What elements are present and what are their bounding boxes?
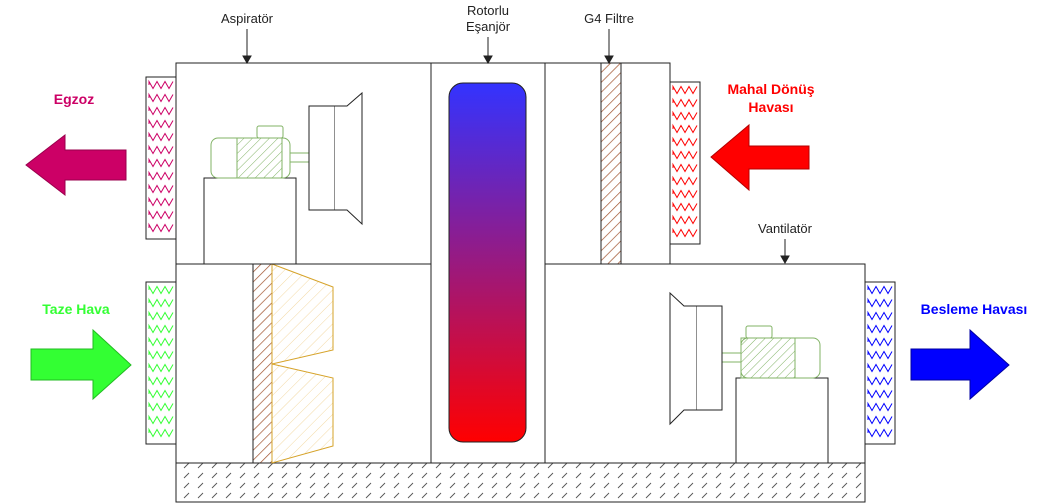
damper-blade [148,222,174,233]
damper-blade [672,188,698,199]
return-damper [669,81,701,245]
damper-frame [145,281,177,445]
damper-blade [148,323,174,334]
damper-blade [148,209,174,220]
damper-blade [867,362,893,373]
rotary-exchanger-wheel [448,82,527,443]
damper-blade [148,297,174,308]
damper-blade [148,79,174,90]
damper-blade [148,375,174,386]
damper-blade [672,149,698,160]
supply-damper [864,281,896,445]
return-label-line1: Mahal Dönüş [727,81,814,97]
damper-blade [148,388,174,399]
damper-blade [148,336,174,347]
supply-label: Besleme Havası [921,301,1028,317]
exhaust-fan-assembly [203,91,363,265]
return-label-line2: Havası [748,99,793,115]
damper-blade [672,201,698,212]
damper-blade [672,136,698,147]
damper-blade [672,162,698,173]
damper-blade [867,310,893,321]
damper-frame [864,281,896,445]
damper-blade [148,427,174,438]
damper-blade [867,388,893,399]
fresh-air-arrow [30,328,132,401]
g4-filter-label: G4 Filtre [584,11,634,26]
exhaust-fan-housing [308,105,336,211]
damper-blade [672,84,698,95]
damper-blade [148,92,174,103]
damper-frame [145,76,177,240]
damper-blade [867,401,893,412]
base-frame [175,462,866,503]
damper-blade [148,310,174,321]
damper-blade [867,375,893,386]
damper-blade [867,336,893,347]
damper-blade [148,349,174,360]
damper-blade [672,123,698,134]
damper-blade [148,183,174,194]
damper-blade [148,105,174,116]
damper-blade [148,362,174,373]
aspirator-label: Aspiratör [221,11,274,26]
damper-blade [148,144,174,155]
exchanger-label-line1: Rotorlu [467,3,509,18]
damper-blade [148,414,174,425]
damper-blade [867,297,893,308]
fresh-damper [145,281,177,445]
exhaust-damper [145,76,177,240]
fan-label: Vantilatör [758,221,813,236]
fresh-air-prefilter [252,263,273,464]
damper-blade [672,227,698,238]
damper-blade [867,323,893,334]
damper-blade [867,284,893,295]
damper-blade [148,131,174,142]
supply-fan-assembly [669,291,829,464]
damper-blade [148,196,174,207]
exhaust-label: Egzoz [54,91,94,107]
g4-filter [600,62,622,265]
damper-blade [148,170,174,181]
exhaust-arrow [25,133,127,197]
damper-blade [672,110,698,121]
return-arrow [710,123,810,192]
exchanger-label-line2: Eşanjör [466,19,511,34]
damper-blade [672,175,698,186]
label-pointers [242,29,790,265]
damper-blade [867,349,893,360]
damper-blade [867,414,893,425]
damper-blade [867,427,893,438]
supply-fan-housing [695,305,723,411]
damper-blade [672,97,698,108]
damper-blade [148,118,174,129]
supply-arrow [910,328,1010,401]
damper-frame [669,81,701,245]
damper-blade [148,157,174,168]
bag-filter [271,263,334,464]
damper-blade [672,214,698,225]
damper-blade [148,284,174,295]
damper-blade [148,401,174,412]
fresh-air-label: Taze Hava [42,301,110,317]
